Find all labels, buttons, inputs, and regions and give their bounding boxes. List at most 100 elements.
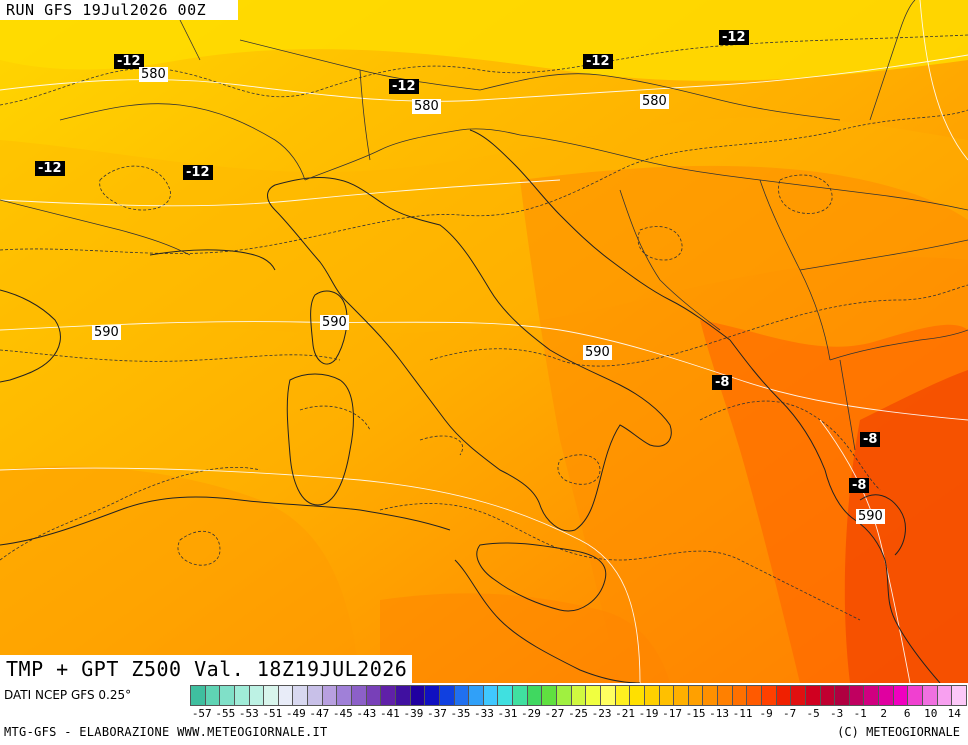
colorbar-swatch — [731, 685, 748, 706]
credit-left: MTG-GFS - ELABORAZIONE WWW.METEOGIORNALE… — [4, 725, 328, 739]
colorbar-swatch — [746, 685, 762, 706]
run-info-label: RUN GFS 19Jul2026 00Z — [0, 0, 238, 20]
temp-band-southwest — [0, 466, 360, 683]
colorbar-tick-label: -49 — [285, 707, 306, 720]
colorbar-tick-label: -15 — [685, 707, 706, 720]
colorbar-tick-label: -27 — [544, 707, 565, 720]
gpt-label: 580 — [139, 67, 168, 82]
colorbar-swatch — [468, 685, 484, 706]
colorbar-tick-label: -17 — [662, 707, 682, 720]
colorbar-swatch — [482, 685, 499, 706]
colorbar-swatch — [453, 685, 470, 706]
colorbar-tick-label: -45 — [332, 707, 353, 720]
north-africa-coast — [0, 496, 451, 546]
colorbar-swatch — [556, 685, 572, 706]
colorbar-tick-label: -41 — [379, 707, 400, 720]
colorbar-tick-label: -1 — [853, 707, 867, 720]
colorbar-swatch — [599, 685, 616, 706]
temp-band-north — [0, 0, 968, 81]
temperature-colorbar — [190, 685, 967, 706]
colorbar-swatch — [424, 685, 440, 706]
colorbar-tick-label: -51 — [262, 707, 283, 720]
data-source-label: DATI NCEP GFS 0.25° — [4, 688, 132, 702]
colorbar-swatch — [892, 685, 909, 706]
colorbar-tick-label: 6 — [903, 707, 911, 720]
tmp-label: -12 — [583, 54, 613, 69]
colorbar-swatch — [570, 685, 587, 706]
tmp-label: -12 — [114, 54, 144, 69]
tmp-label: -8 — [712, 375, 733, 390]
colorbar-swatch — [804, 685, 821, 706]
colorbar-swatch — [365, 685, 382, 706]
gpt-label: 590 — [92, 325, 121, 340]
colorbar-tick-label: -7 — [783, 707, 797, 720]
footer: DATI NCEP GFS 0.25° -57 -55 -53 -51 -49 -47 -4… — [0, 683, 968, 745]
colorbar-swatch — [702, 685, 719, 706]
colorbar-ticks: -57 -55 -53 -51 -49 -47 -45 -43 -41 -39 -37 -35 -33-… — [190, 707, 966, 721]
map-canvas — [0, 0, 968, 683]
colorbar-tick-label: -13 — [709, 707, 730, 720]
sicily-coast — [476, 542, 607, 612]
coastlines — [0, 129, 941, 683]
country-borders — [0, 0, 968, 451]
colorbar-tick-label: -19 — [638, 707, 659, 720]
gpt-label: 580 — [412, 99, 441, 114]
colorbar-swatch — [526, 685, 543, 706]
colorbar-swatch — [233, 685, 250, 706]
colorbar-swatch — [643, 685, 660, 706]
colorbar-swatch — [907, 685, 924, 706]
temp-band-hot — [844, 370, 968, 683]
colorbar-swatch — [629, 685, 645, 706]
colorbar-swatch — [863, 685, 880, 706]
colorbar-swatch — [409, 685, 426, 706]
corsica-coast — [310, 290, 348, 365]
colorbar-swatch — [438, 685, 455, 706]
colorbar-tick-label: -31 — [497, 707, 518, 720]
france-coast — [149, 249, 276, 271]
colorbar-tick-label: 14 — [947, 707, 961, 720]
colorbar-swatch — [922, 685, 938, 706]
colorbar-tick-label: 10 — [924, 707, 938, 720]
weather-map: RUN GFS 19Jul2026 00Z -12 580 -12 580 -1… — [0, 0, 968, 683]
gpt-label: 590 — [856, 509, 885, 524]
colorbar-swatch — [936, 685, 953, 706]
colorbar-swatch — [190, 685, 206, 706]
colorbar-tick-label: -35 — [450, 707, 471, 720]
colorbar-swatch — [878, 685, 894, 706]
colorbar-swatch — [687, 685, 704, 706]
greece-coast — [859, 494, 906, 556]
colorbar-swatch — [848, 685, 865, 706]
colorbar-swatch — [541, 685, 558, 706]
africa-east-coast — [454, 559, 641, 683]
colorbar-swatch — [380, 685, 396, 706]
tmp-label: -12 — [183, 165, 213, 180]
tmp-label: -12 — [719, 30, 749, 45]
colorbar-swatch — [790, 685, 806, 706]
colorbar-tick-label: -55 — [215, 707, 236, 720]
colorbar-swatch — [585, 685, 601, 706]
adriatic-coast — [469, 129, 731, 341]
colorbar-tick-label: 2 — [880, 707, 888, 720]
tmp-label: -8 — [849, 478, 870, 493]
tmp-label: -8 — [860, 432, 881, 447]
colorbar-tick-label: -23 — [591, 707, 612, 720]
colorbar-tick-label: -21 — [615, 707, 635, 720]
colorbar-tick-label: -5 — [806, 707, 820, 720]
colorbar-tick-label: -57 — [191, 707, 212, 720]
colorbar-swatch — [394, 685, 411, 706]
colorbar-swatch — [336, 685, 353, 706]
colorbar-swatch — [277, 685, 294, 706]
colorbar-swatch — [775, 685, 792, 706]
gpt-label: 590 — [583, 345, 612, 360]
colorbar-tick-label: -37 — [426, 707, 447, 720]
colorbar-tick-label: -9 — [759, 707, 773, 720]
gpt-label: 580 — [640, 94, 669, 109]
colorbar-swatch — [351, 685, 367, 706]
colorbar-tick-label: -29 — [521, 707, 541, 720]
colorbar-tick-label: -11 — [732, 707, 753, 720]
colorbar-swatch — [292, 685, 309, 706]
colorbar-swatch — [951, 685, 967, 706]
colorbar-swatch — [497, 685, 514, 706]
temp-band-south — [380, 593, 670, 683]
sardinia-coast — [286, 373, 354, 506]
